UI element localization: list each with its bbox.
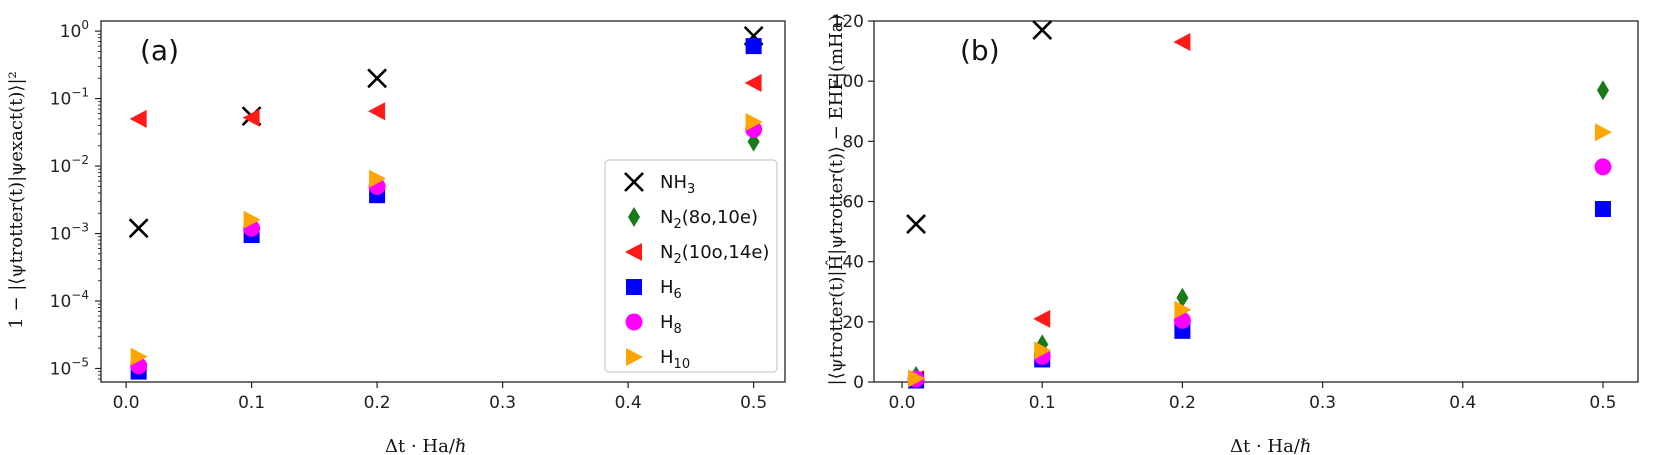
panel-a-y-tick-label: 10−3: [50, 221, 89, 245]
panel-a-label: (a): [140, 34, 179, 67]
panel-b-x-tick-label: 0.2: [1169, 393, 1196, 413]
panel-a-y-axis-label: 1 − |⟨ψtrotter(t)|ψexact(t)⟩|²: [6, 71, 27, 328]
panel-a-point: [242, 108, 260, 127]
panel-b-x-axis-label: Δt · Ha/ℏ: [1230, 436, 1311, 455]
panel-b-x-tick-label: 0.5: [1589, 393, 1616, 413]
panel-a-point: [744, 74, 762, 93]
panel-a-point: [130, 347, 148, 366]
legend-entry-label: N2(8o,10e): [660, 207, 758, 232]
panel-b-frame: [873, 20, 1639, 383]
panel-a-x-tick-label: 0.1: [238, 393, 265, 413]
panel-a-point: [243, 210, 261, 229]
panel-a-x-tick-label: 0.3: [489, 393, 516, 413]
panel-b-y-tick-label: 40: [842, 253, 864, 273]
panel-a-points: [128, 25, 764, 380]
legend-marker: [625, 313, 643, 331]
panel-b-point: [1176, 287, 1189, 308]
panel-b-point: [1032, 20, 1053, 40]
panel-a-point: [367, 68, 388, 89]
panel-b-y-tick-label: 0: [853, 373, 864, 393]
panel-a-x-axis-label: Δt · Ha/ℏ: [385, 436, 466, 455]
panel-b-point: [1173, 33, 1191, 52]
panel-b-point: [1594, 123, 1612, 142]
panel-b-point: [1033, 309, 1051, 328]
panel-b-label: (b): [960, 34, 1000, 67]
panel-b-y-axis-label: |⟨ψtrotter(t)|Ĥ|ψtrotter(t)⟩ − EHF|(mHa): [824, 15, 847, 386]
panel-b-y-tick-label: 20: [842, 313, 864, 333]
legend-marker: [626, 348, 643, 366]
panel-a-x-tick-label: 0.5: [740, 393, 767, 413]
panel-b-point: [1594, 201, 1611, 218]
panel-b-x-tick-label: 0.4: [1449, 393, 1476, 413]
panel-a-x-tick-label: 0.4: [615, 393, 642, 413]
panel-a-y-tick-label: 10−2: [50, 153, 89, 177]
legend-marker: [624, 172, 644, 192]
panel-b: 0.0 0.1 0.2 0.3 0.4 0.5 0 20 40 60 80 100 120 (b) Δ…: [824, 12, 1639, 455]
panel-a-x-ticks: 0.0 0.1 0.2 0.3 0.4 0.5: [113, 382, 767, 413]
panel-a: 0.0 0.1 0.2 0.3 0.4 0.5 10−510−410−310−210−11…: [6, 18, 786, 455]
panel-b-points: [906, 20, 1612, 389]
panel-a-y-tick-label: 100: [60, 18, 89, 42]
panel-b-y-tick-label: 80: [842, 132, 864, 152]
panel-b-x-tick-label: 0.0: [889, 393, 916, 413]
panel-b-y-ticks: 0 20 40 60 80 100 120: [832, 12, 874, 393]
legend: NH3 N2(8o,10e) N2(10o,14e) H6 H8 H10: [604, 159, 778, 373]
panel-b-point: [1594, 158, 1612, 176]
legend-entry-label: H6: [660, 277, 682, 302]
panel-a-x-tick-label: 0.2: [364, 393, 391, 413]
legend-marker: [626, 279, 642, 295]
panel-a-point: [745, 112, 763, 131]
legend-entry-label: N2(10o,14e): [660, 242, 769, 267]
panel-b-x-tick-label: 0.3: [1309, 393, 1336, 413]
panel-a-y-ticks: 10−5 10−4 10−3 10−2 10−1 100: [50, 18, 101, 380]
panel-a-point: [369, 169, 387, 188]
panel-b-x-tick-label: 0.1: [1029, 393, 1056, 413]
panel-a-y-tick-label: 10−5: [50, 356, 89, 380]
panel-b-point: [906, 214, 926, 234]
panel-a-y-tick-label: 10−1: [50, 86, 89, 110]
panel-b-point: [908, 369, 926, 388]
panel-a-x-tick-label: 0.0: [113, 393, 140, 413]
panel-a-point: [745, 38, 762, 55]
legend-entry-label: H8: [660, 312, 682, 337]
legend-frame: [604, 159, 778, 373]
legend-marker: [625, 243, 642, 261]
legend-entry-label: NH3: [660, 172, 695, 197]
panel-b-point: [1596, 80, 1609, 101]
panel-a-y-tick-label: 10−4: [50, 288, 89, 312]
panel-b-point: [1034, 341, 1052, 360]
panel-b-point: [1174, 300, 1192, 319]
panel-a-point: [368, 102, 386, 121]
panel-b-y-tick-label: 100: [832, 72, 864, 92]
panel-a-point: [129, 109, 147, 128]
legend-marker: [628, 207, 640, 227]
panel-b-y-tick-label: 120: [832, 12, 864, 32]
panel-b-y-tick-label: 60: [842, 193, 864, 213]
panel-a-point: [128, 218, 149, 239]
panel-b-x-ticks: 0.0 0.1 0.2 0.3 0.4 0.5: [889, 382, 1616, 413]
legend-entry-label: H10: [660, 347, 690, 372]
